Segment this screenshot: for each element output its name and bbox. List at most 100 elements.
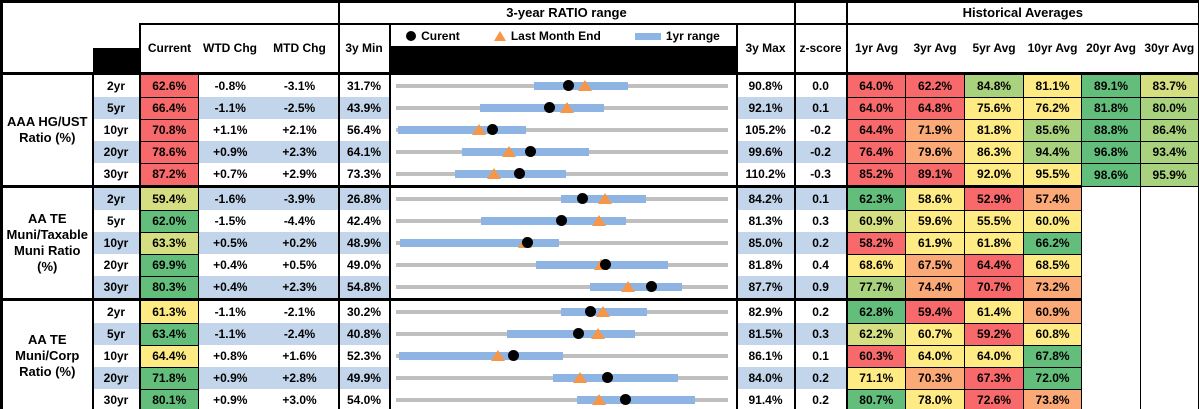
wtd-chg-cell: +0.4% (198, 276, 262, 300)
current-cell: 61.3% (139, 298, 199, 324)
avg-cell: 61.4% (964, 298, 1025, 324)
mtd-chg-cell: +2.1% (261, 119, 340, 141)
avg-cell: 70.3% (905, 366, 966, 390)
range-chart (391, 254, 735, 276)
mtd-chg-cell: -2.4% (261, 323, 340, 345)
avg-cell-empty (1081, 367, 1142, 389)
table-row: 10yr 64.4% +0.8% +1.6% 52.3% 86.1% 0.1 60.3% 64.… (2, 344, 1199, 368)
range-chart (391, 189, 735, 210)
range-max-cell: 81.8% (736, 254, 796, 276)
current-dot-marker (573, 328, 585, 339)
table-row: 5yr 66.4% -1.1% -2.5% 43.9% 92.1% 0.1 64.0% 64.8… (2, 96, 1199, 120)
zscore-cell: 0.2 (794, 232, 848, 254)
avg-cell: 95.9% (1140, 162, 1199, 187)
avg-cell: 67.3% (964, 366, 1025, 390)
chart-cell (389, 389, 738, 409)
avg-cell-empty (1140, 276, 1199, 300)
range-chart (391, 323, 735, 345)
mtd-chg-cell: +2.9% (261, 163, 340, 187)
range-max-cell: 110.2% (736, 163, 796, 187)
avg-cell: 88.8% (1081, 118, 1142, 142)
zscore-cell: 0.2 (794, 298, 848, 323)
zscore-cell: 0.3 (794, 210, 848, 232)
range-max-cell: 81.5% (736, 323, 796, 345)
group-label: AA TE Muni/Corp Ratio (%) (1, 298, 94, 409)
mtd-chg-cell: -4.4% (261, 210, 340, 232)
current-cell: 63.4% (139, 322, 199, 346)
current-cell: 78.6% (139, 140, 199, 164)
tenor-cell: 10yr (92, 232, 141, 254)
one-year-range-bar (481, 217, 627, 225)
wtd-chg-cell: +0.9% (198, 367, 262, 389)
avg-cell: 74.4% (905, 275, 966, 300)
table-row: 30yr 80.1% +0.9% +3.0% 54.0% 91.4% 0.2 80.7% 78.… (2, 388, 1199, 409)
avg-cell: 92.0% (964, 162, 1025, 187)
table-row: 5yr 63.4% -1.1% -2.4% 40.8% 81.5% 0.3 62.2% 60.7… (2, 322, 1199, 346)
range-max-cell: 84.0% (736, 367, 796, 389)
historical-averages-title: Historical Averages (845, 0, 1199, 25)
avg-cell: 62.3% (846, 185, 907, 211)
range-min-cell: 56.4% (338, 119, 391, 141)
mtd-chg-cell: +2.3% (261, 141, 340, 163)
tenor-cell: 2yr (92, 298, 141, 323)
avg-cell: 62.8% (846, 298, 907, 324)
range-max-cell: 86.1% (736, 345, 796, 367)
avg-cell: 94.4% (1023, 140, 1083, 164)
avg-column-header: 20yr Avg (1081, 22, 1141, 75)
mtd-chg-column-header: MTD Chg (261, 22, 340, 75)
mtd-chg-cell: -2.5% (261, 97, 340, 119)
avg-cell: 52.9% (964, 185, 1025, 211)
tenor-cell: 5yr (92, 210, 141, 232)
table-row: AA TE Muni/Taxable Muni Ratio (%) 2yr 59.4… (1, 185, 1199, 300)
avg-cell-empty (1081, 323, 1142, 345)
legend-item-1yr-range: 1yr range (634, 29, 720, 43)
zscore-cell: 0.0 (794, 72, 848, 97)
zscore-cell: 0.2 (794, 367, 848, 389)
current-dot-marker (487, 124, 499, 135)
wtd-chg-column-header: WTD Chg (198, 22, 262, 75)
wtd-chg-cell: -1.1% (198, 298, 262, 323)
last-month-triangle-marker (578, 80, 593, 91)
avg-cell: 85.6% (1023, 118, 1083, 142)
one-year-range-bar (590, 283, 683, 291)
range-chart (391, 276, 735, 298)
current-cell: 70.8% (139, 118, 199, 142)
range-min-cell: 52.3% (338, 345, 391, 367)
current-dot-marker (508, 350, 520, 361)
one-year-range-bar (479, 104, 604, 112)
chart-cell (389, 367, 738, 389)
avg-cell-empty (1081, 186, 1142, 210)
zscore-top-spacer (793, 0, 848, 25)
last-month-triangle-marker (491, 350, 505, 361)
range-chart (391, 119, 735, 141)
tenor-cell: 20yr (92, 141, 141, 163)
range-max-cell: 87.7% (736, 276, 796, 300)
avg-cell: 68.5% (1023, 253, 1083, 277)
range-chart (391, 163, 735, 185)
range-min-cell: 43.9% (338, 97, 391, 119)
tenor-header-black-cell (92, 23, 140, 74)
one-year-range-bar (397, 126, 526, 134)
range-min-cell: 64.1% (338, 141, 391, 163)
avg-cell-empty (1140, 254, 1199, 276)
current-dot-marker (524, 146, 536, 157)
chart-cell (389, 163, 738, 187)
tenor-cell: 2yr (92, 185, 141, 210)
current-dot-marker (562, 80, 574, 91)
avg-cell: 62.2% (846, 322, 907, 346)
avg-cell: 76.2% (1023, 96, 1083, 120)
tenor-cell: 10yr (92, 119, 141, 141)
avg-cell-empty (1081, 276, 1142, 300)
legend-label-last-month: Last Month End (510, 29, 601, 43)
range-chart (391, 389, 735, 409)
avg-cell: 61.9% (905, 231, 966, 255)
one-year-range-bar (553, 374, 679, 382)
chart-cell (389, 97, 738, 119)
current-dot-marker (584, 306, 596, 317)
avg-cell: 61.8% (964, 231, 1025, 255)
avg-cell: 59.6% (905, 209, 966, 233)
zscore-cell: -0.3 (794, 163, 848, 187)
top-left-spacer (1, 1, 339, 24)
table-row: 10yr 63.3% +0.5% +0.2% 48.9% 85.0% 0.2 58.2% 61.… (2, 231, 1199, 255)
range-chart (391, 367, 735, 389)
